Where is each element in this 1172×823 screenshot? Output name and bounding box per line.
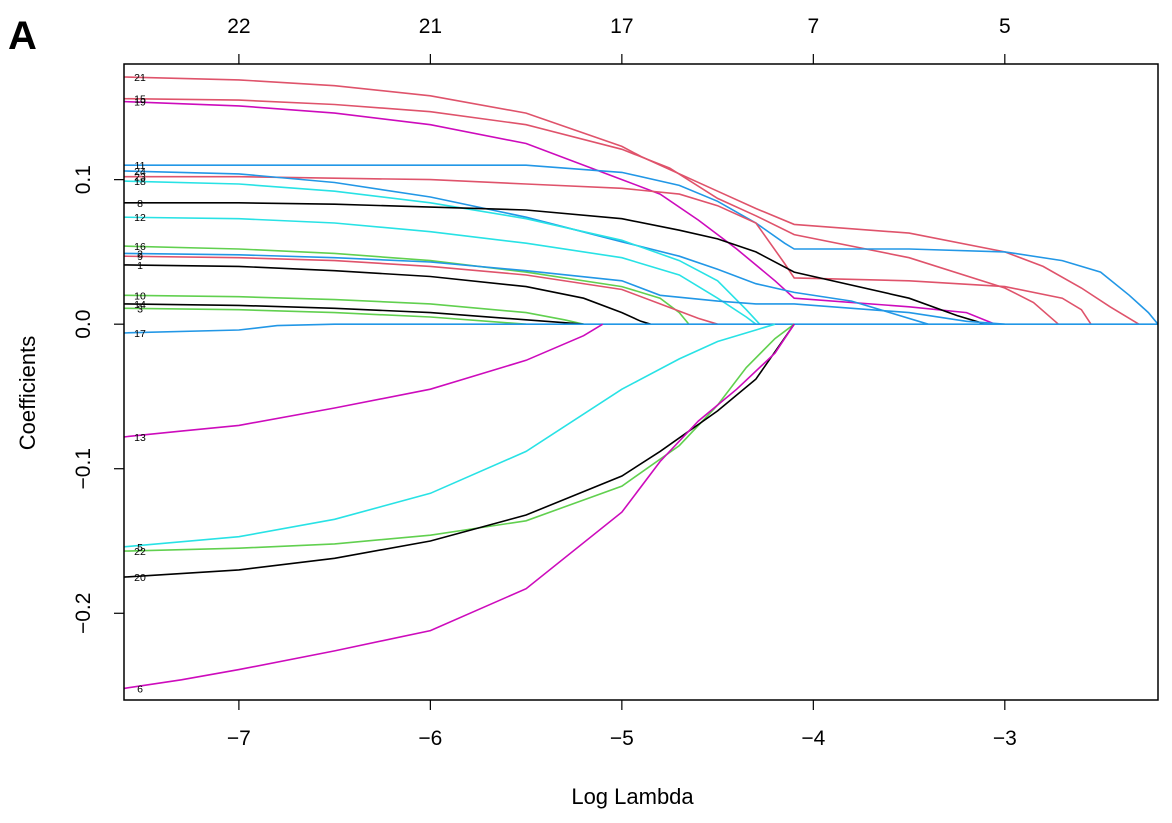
top-tick-label: 7 (807, 15, 819, 38)
x-tick-label: −7 (227, 727, 251, 750)
series-line-13 (123, 323, 604, 438)
series-label-22: 22 (134, 546, 146, 558)
series-line-8 (124, 202, 986, 325)
series-label-18: 18 (134, 176, 146, 188)
top-tick-label: 5 (999, 15, 1011, 38)
series-line-22 (123, 323, 795, 552)
top-tick-label: 21 (419, 15, 442, 38)
top-tick-label: 17 (610, 15, 633, 38)
series-line-17 (123, 323, 1158, 334)
series-line-11 (124, 164, 1159, 325)
series-line-20 (123, 323, 795, 578)
top-tick-label: 22 (227, 15, 250, 38)
series-line-15 (123, 97, 1059, 325)
series-label-2: 2 (137, 248, 143, 260)
series-label-14: 14 (134, 299, 146, 311)
series-label-13: 13 (134, 432, 146, 444)
series-label-10: 10 (134, 290, 146, 302)
y-axis-title: Coefficients (15, 335, 40, 451)
series-line-1 (123, 264, 651, 325)
panel-letter: A (8, 14, 37, 58)
series-line-24 (123, 170, 929, 325)
series-label-6: 6 (137, 683, 143, 695)
y-tick-label: 0.1 (72, 165, 95, 194)
x-tick-label: −3 (993, 727, 1017, 750)
series-label-23: 23 (134, 172, 146, 184)
series-label-21: 21 (134, 72, 146, 84)
series-label-9: 9 (137, 251, 143, 263)
y-tick-label: −0.1 (72, 448, 95, 489)
series-line-6 (123, 323, 795, 690)
series-line-10 (123, 294, 584, 325)
series-layer (123, 76, 1159, 690)
x-tick-label: −6 (418, 727, 442, 750)
series-line-14 (123, 303, 584, 325)
plot-frame (123, 63, 1159, 701)
series-label-19: 19 (134, 97, 146, 109)
series-label-11: 11 (135, 160, 146, 172)
series-line-2 (123, 252, 1005, 325)
series-line-23 (124, 175, 1092, 325)
series-label-5: 5 (137, 542, 143, 554)
series-label-8: 8 (137, 198, 143, 210)
series-label-12: 12 (134, 212, 146, 224)
series-label-20: 20 (134, 572, 146, 584)
series-label-16: 16 (134, 241, 146, 253)
series-line-16 (123, 245, 690, 325)
series-line-19 (123, 100, 996, 325)
series-label-15: 15 (134, 94, 146, 106)
series-label-3: 3 (137, 303, 143, 315)
x-axis-title: Log Lambda (571, 784, 694, 809)
series-line-9 (123, 255, 718, 325)
axis-layer: −7−6−5−4−3−2222117750−0.2−0.10.00.1 (72, 15, 1017, 750)
x-tick-label: −5 (610, 727, 634, 750)
x-tick-label: −4 (801, 727, 825, 750)
series-line-12 (123, 216, 757, 325)
series-line-18 (123, 180, 761, 325)
y-tick-label: 0.0 (72, 310, 95, 339)
series-label-1: 1 (137, 260, 143, 272)
series-label-24: 24 (134, 166, 146, 178)
series-label-17: 17 (134, 328, 146, 340)
y-tick-label: −0.2 (72, 593, 95, 634)
series-line-5 (123, 323, 776, 548)
series-line-3 (123, 307, 527, 325)
series-line-21 (123, 76, 1140, 325)
